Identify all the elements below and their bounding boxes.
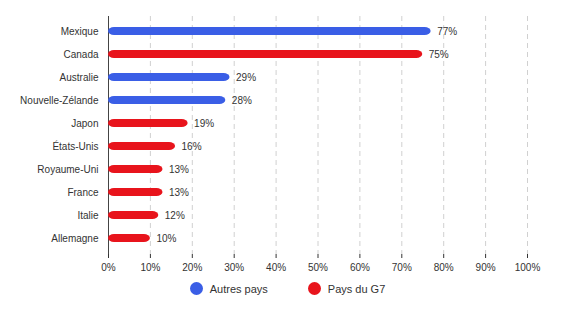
svg-text:50%: 50% xyxy=(308,262,328,273)
svg-text:29%: 29% xyxy=(236,72,256,83)
svg-text:16%: 16% xyxy=(182,141,202,152)
svg-text:20%: 20% xyxy=(182,262,202,273)
svg-text:77%: 77% xyxy=(437,26,457,37)
svg-text:13%: 13% xyxy=(169,164,189,175)
svg-text:19%: 19% xyxy=(194,118,214,129)
svg-text:Royaume-Uni: Royaume-Uni xyxy=(37,164,98,175)
svg-text:10%: 10% xyxy=(140,262,160,273)
svg-text:Canada: Canada xyxy=(63,49,98,60)
svg-text:70%: 70% xyxy=(392,262,412,273)
svg-text:Australie: Australie xyxy=(60,72,99,83)
svg-text:28%: 28% xyxy=(232,95,252,106)
html-text:Autres pays: Autres pays xyxy=(209,282,268,295)
svg-text:80%: 80% xyxy=(434,262,454,273)
svg-text:12%: 12% xyxy=(165,210,185,221)
svg-text:13%: 13% xyxy=(169,187,189,198)
svg-text:75%: 75% xyxy=(429,49,449,60)
svg-text:Mexique: Mexique xyxy=(61,26,99,37)
svg-text:Nouvelle-Zélande: Nouvelle-Zélande xyxy=(20,95,99,106)
html-text:Pays du G7: Pays du G7 xyxy=(327,282,386,295)
svg-text:30%: 30% xyxy=(224,262,244,273)
svg-text:10%: 10% xyxy=(156,233,176,244)
svg-text:Allemagne: Allemagne xyxy=(51,233,99,244)
svg-text:40%: 40% xyxy=(266,262,286,273)
svg-text:Italie: Italie xyxy=(77,210,99,221)
svg-text:60%: 60% xyxy=(350,262,370,273)
svg-text:France: France xyxy=(67,187,99,198)
svg-text:0%: 0% xyxy=(101,262,116,273)
svg-text:États-Unis: États-Unis xyxy=(52,140,98,152)
svg-text:90%: 90% xyxy=(476,262,496,273)
svg-text:100%: 100% xyxy=(515,262,541,273)
svg-text:Japon: Japon xyxy=(71,118,98,129)
